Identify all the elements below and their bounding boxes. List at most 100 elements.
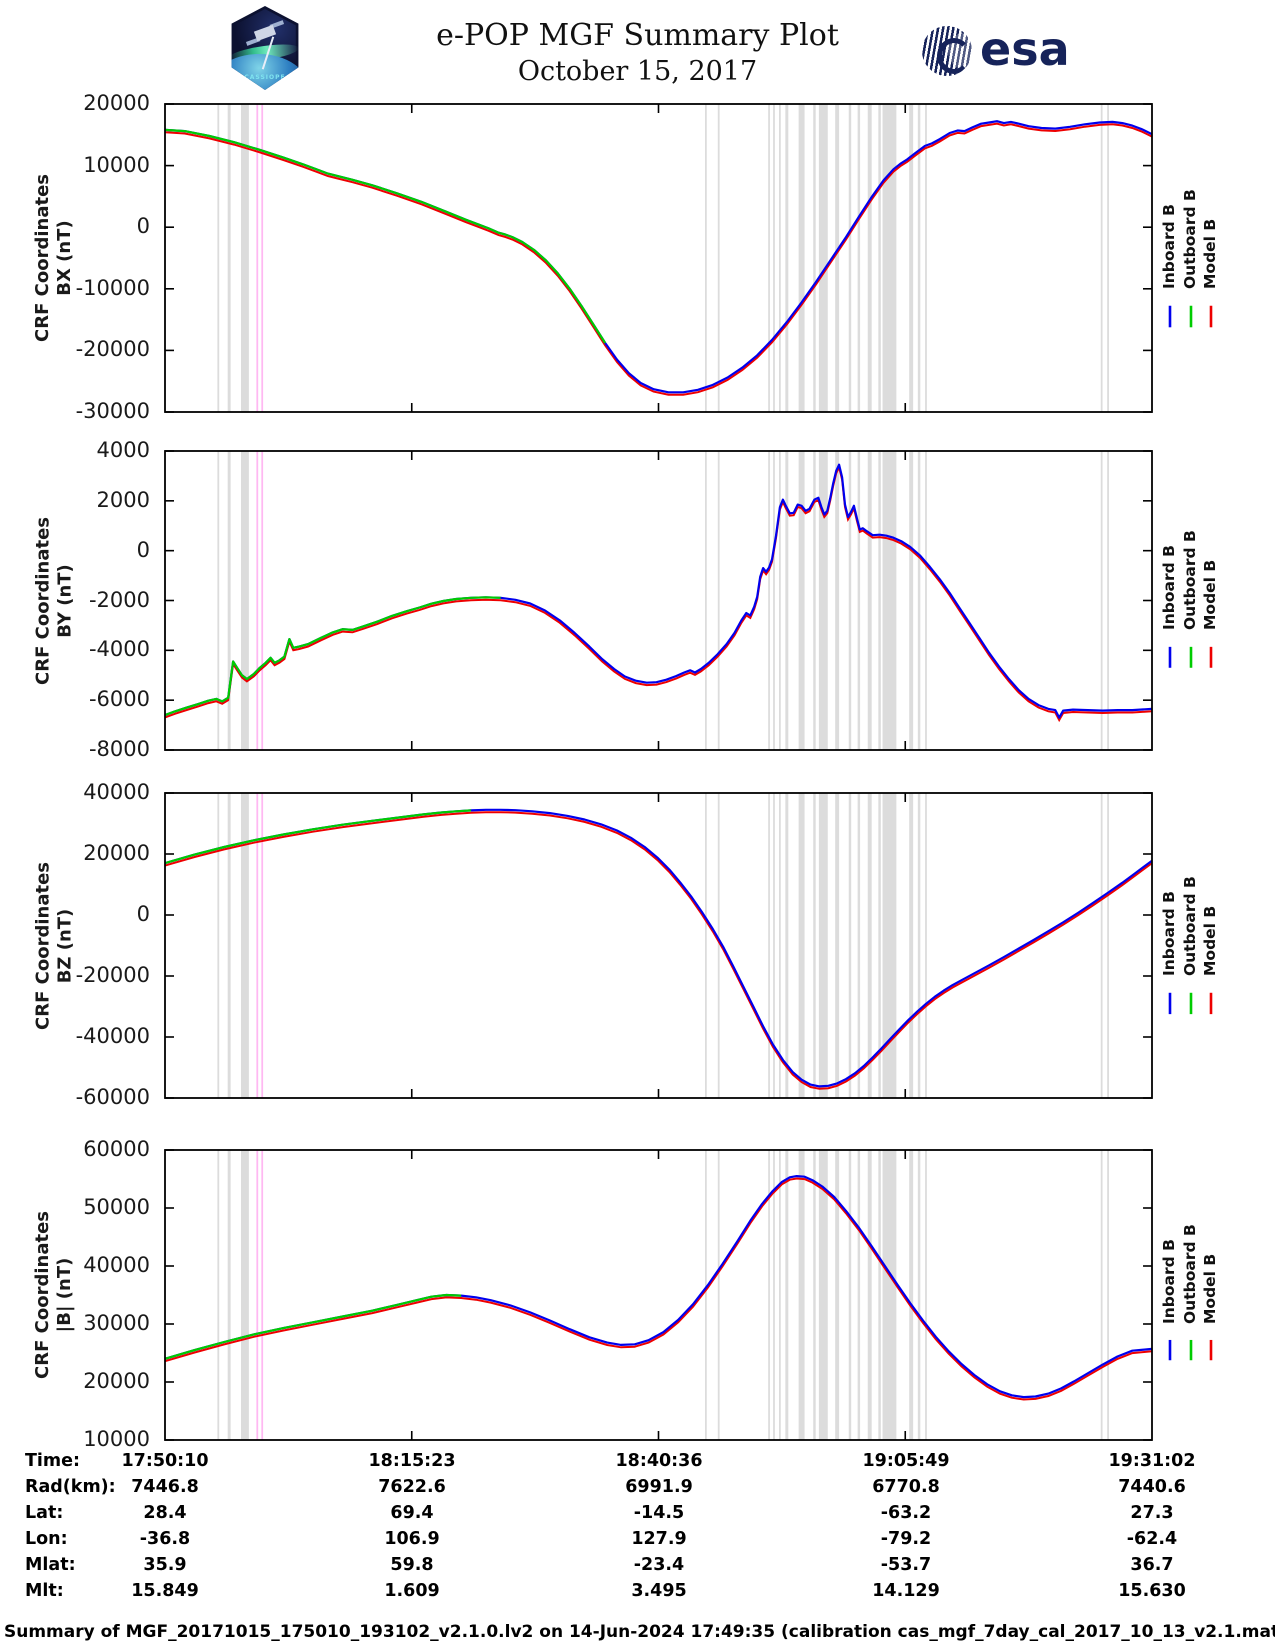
table-cell: 127.9: [631, 1529, 687, 1549]
legend-label-inboard-b: Inboard B: [1160, 203, 1178, 289]
shaded-band-gray: [704, 1150, 707, 1440]
axis-box: [164, 103, 1153, 413]
shaded-band-gray: [798, 104, 805, 412]
y-tick-label: -40000: [75, 1024, 150, 1048]
shaded-band-gray: [717, 793, 720, 1098]
shaded-band-gray: [704, 104, 707, 412]
y-tick-label: 20000: [83, 1369, 150, 1393]
shaded-band-gray: [848, 1150, 852, 1440]
shaded-band-gray: [227, 104, 231, 412]
y-tick-label: 40000: [83, 1253, 150, 1277]
shaded-band-pink: [256, 451, 259, 750]
shaded-band-gray: [1100, 1150, 1103, 1440]
shaded-band-gray: [1107, 1150, 1109, 1440]
axis-box: [164, 792, 1153, 1099]
shaded-band-gray: [1107, 451, 1109, 750]
y-tick-label: 60000: [83, 1137, 150, 1161]
shaded-band-gray: [917, 104, 921, 412]
y-axis-label: CRF Coordinates BZ (nT): [32, 861, 75, 1030]
inboard-b-line: [165, 808, 1152, 1088]
summary-footer: Summary of MGF_20171015_175010_193102_v2…: [4, 1622, 1275, 1642]
shaded-band-gray: [818, 1150, 828, 1440]
shaded-band-gray: [867, 104, 872, 412]
shaded-band-gray: [867, 1150, 872, 1440]
shaded-band-gray: [1107, 104, 1109, 412]
shaded-band-gray: [773, 451, 775, 750]
page-date: October 15, 2017: [517, 56, 758, 87]
shaded-band-gray: [867, 793, 872, 1098]
shaded-band-gray: [813, 1150, 816, 1440]
shaded-band-gray: [909, 451, 914, 750]
y-tick-label: -4000: [88, 637, 150, 662]
shaded-band-gray: [882, 1150, 897, 1440]
shaded-band-pink: [256, 1150, 259, 1440]
table-cell: -14.5: [633, 1503, 685, 1523]
shaded-band-pink: [261, 451, 264, 750]
shaded-band-gray: [848, 793, 852, 1098]
inboard-b-line: [165, 463, 1152, 719]
y-tick-label: -10000: [75, 275, 150, 300]
model-b-line: [165, 811, 1152, 1090]
legend-label-inboard-b: Inboard B: [1160, 891, 1178, 976]
model-b-line: [165, 122, 1152, 396]
shaded-band-gray: [882, 451, 897, 750]
table-cell: 6991.9: [625, 1477, 693, 1497]
outboard-b-line: [165, 596, 501, 717]
table-cell: 19:31:02: [1108, 1451, 1196, 1471]
shaded-band-gray: [217, 104, 220, 412]
table-row-label-lat: Lat:: [25, 1503, 64, 1523]
table-cell: 35.9: [143, 1555, 187, 1575]
table-cell: 14.129: [872, 1581, 940, 1601]
shaded-band-gray: [217, 1150, 220, 1440]
esa-globe-icon: [922, 26, 972, 76]
shaded-band-pink: [261, 1150, 264, 1440]
shaded-band-gray: [882, 104, 897, 412]
y-tick-label: 0: [136, 537, 150, 562]
y-tick-label: -6000: [88, 687, 150, 712]
shaded-band-gray: [1100, 104, 1103, 412]
table-row-label-mlat: Mlat:: [25, 1555, 76, 1575]
table-cell: -79.2: [880, 1529, 932, 1549]
y-tick-label: -20000: [75, 337, 150, 362]
esa-wordmark: esa: [980, 22, 1070, 76]
legend-label-outboard-b: Outboard B: [1181, 189, 1199, 289]
patch-mission-name: CASSIOPE: [244, 74, 286, 81]
outboard-b-line: [165, 809, 472, 865]
table-cell: -36.8: [139, 1529, 191, 1549]
table-cell: 15.849: [131, 1581, 199, 1601]
panel-bz: [164, 792, 1213, 1099]
shaded-band-gray: [848, 451, 852, 750]
shaded-band-gray: [227, 1150, 231, 1440]
shaded-band-gray: [857, 104, 861, 412]
panel-bx: [164, 103, 1213, 413]
table-row-label-mlt: Mlt:: [25, 1581, 64, 1601]
shaded-band-gray: [768, 451, 770, 750]
table-cell: -53.7: [880, 1555, 932, 1575]
legend-label-model-b: Model B: [1201, 905, 1219, 976]
shaded-band-gray: [779, 104, 781, 412]
table-cell: 69.4: [390, 1503, 434, 1523]
axis-box: [164, 1149, 1153, 1441]
shaded-band-gray: [909, 1150, 914, 1440]
table-cell: -63.2: [880, 1503, 932, 1523]
y-axis-label: CRF Coordinates BY (nT): [32, 516, 75, 685]
esa-logo: esa: [922, 22, 1072, 80]
shaded-band-gray: [857, 1150, 861, 1440]
shaded-band-gray: [925, 793, 927, 1098]
shaded-band-gray: [717, 104, 720, 412]
table-cell: 27.3: [1130, 1503, 1174, 1523]
legend-label-inboard-b: Inboard B: [1160, 1239, 1178, 1324]
legend-label-outboard-b: Outboard B: [1181, 530, 1199, 631]
shaded-band-gray: [878, 451, 881, 750]
shaded-band-pink: [256, 104, 259, 412]
shaded-band-gray: [867, 451, 872, 750]
panel-b: [164, 1149, 1213, 1441]
table-row-label-time: Time:: [25, 1451, 81, 1471]
y-tick-label: 50000: [83, 1195, 150, 1219]
shaded-band-gray: [909, 793, 914, 1098]
legend-label-model-b: Model B: [1201, 218, 1219, 289]
shaded-band-gray: [917, 451, 921, 750]
shaded-band-gray: [857, 793, 861, 1098]
legend-label-outboard-b: Outboard B: [1181, 1224, 1199, 1324]
